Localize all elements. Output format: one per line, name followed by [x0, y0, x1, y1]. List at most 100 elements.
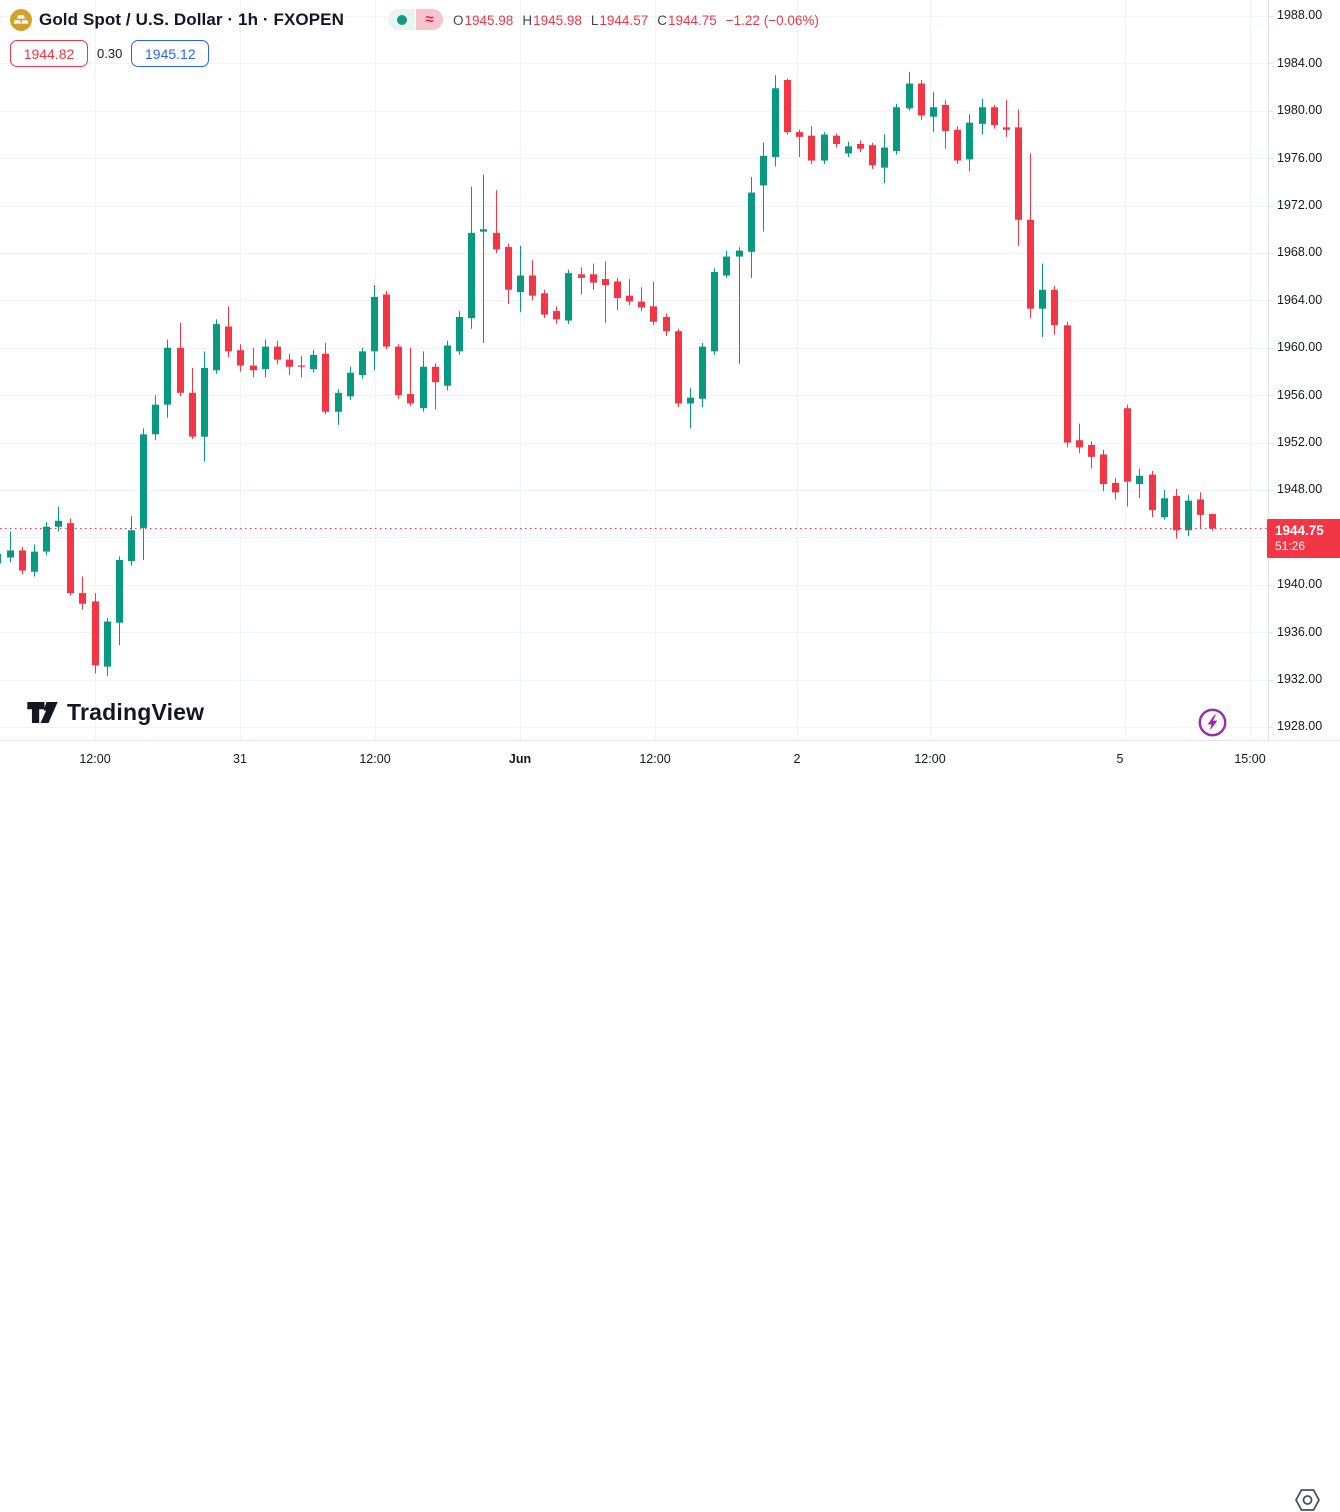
time-axis-label: 5 [1116, 752, 1124, 766]
candle [723, 250, 730, 278]
price-axis-tick [1269, 206, 1273, 207]
candle [505, 243, 512, 304]
close-label: C [657, 13, 667, 28]
spread-label: 0.30 [97, 46, 123, 61]
price-axis-label: 1980.00 [1277, 103, 1323, 118]
price-axis-label: 1960.00 [1277, 340, 1323, 355]
candle [262, 339, 269, 378]
candle [335, 389, 342, 425]
candle [286, 353, 293, 376]
candle [0, 553, 1, 564]
candle [493, 190, 500, 253]
time-axis-label: 12:00 [914, 752, 946, 766]
open-value: 1945.98 [464, 13, 514, 28]
market-open-status-pill[interactable] [388, 9, 415, 30]
candle [736, 247, 743, 365]
symbol-title[interactable]: Gold Spot / U.S. Dollar · 1h · FXOPEN [39, 10, 344, 29]
candle [19, 546, 26, 575]
candle [565, 269, 572, 325]
candle [1112, 478, 1119, 500]
candle [881, 134, 888, 184]
candle [663, 313, 670, 336]
approx-icon: ≈ [425, 11, 434, 28]
candle [456, 311, 463, 355]
candle [104, 617, 111, 677]
candle [55, 506, 62, 532]
candle [395, 344, 402, 399]
tradingview-watermark[interactable]: TradingView [26, 699, 204, 726]
candle [541, 289, 548, 319]
candlestick-chart[interactable] [0, 0, 1268, 740]
sell-bid-button[interactable]: 1944.82 [10, 40, 88, 67]
candle [991, 104, 998, 129]
price-axis-label: 1972.00 [1277, 198, 1323, 213]
candle [1064, 321, 1071, 448]
tradingview-logo-icon [27, 701, 58, 724]
high-value: 1945.98 [533, 13, 582, 28]
candle [857, 140, 864, 153]
time-axis[interactable]: 12:00 31 12:00 Jun 12:00 2 12:00 5 15:00 [0, 740, 1340, 1511]
candle [1039, 263, 1046, 338]
price-axis[interactable]: 1944.75 51:26 1988.00 1984.00 1980.00 1976.… [1267, 0, 1340, 740]
candle [298, 356, 305, 378]
time-axis-label: 31 [233, 752, 247, 766]
change-value: −1.22 (−0.06%) [725, 13, 819, 28]
candle [92, 593, 99, 674]
chart-pane[interactable] [0, 0, 1268, 740]
candle [152, 395, 159, 441]
symbol-header: Gold Spot / U.S. Dollar · 1h · FXOPEN [10, 8, 344, 32]
market-status-pills[interactable]: ≈ [388, 9, 443, 30]
current-price-label: 1944.75 51:26 [1267, 519, 1340, 558]
candle [67, 518, 74, 596]
price-axis-label: 1988.00 [1277, 8, 1323, 23]
price-axis-tick [1269, 253, 1273, 254]
candle [954, 126, 961, 165]
candle [79, 576, 86, 610]
low-label: L [590, 13, 599, 28]
candle [177, 322, 184, 397]
candle [1003, 100, 1010, 137]
gold-symbol-icon [10, 9, 32, 31]
candle [140, 428, 147, 560]
candle [772, 75, 779, 167]
price-axis-tick [1269, 348, 1273, 349]
lightning-quick-trade-icon[interactable] [1198, 708, 1227, 737]
candle [918, 79, 925, 121]
candle [869, 142, 876, 169]
candle [1173, 488, 1180, 539]
quote-row: 1944.82 0.30 1945.12 [10, 40, 210, 67]
tradingview-watermark-text: TradingView [67, 699, 205, 725]
candle [1027, 153, 1034, 319]
candle [590, 263, 597, 290]
candle [1185, 494, 1192, 537]
time-axis-label: 15:00 [1234, 752, 1266, 766]
price-axis-tick [1269, 727, 1273, 728]
candle [225, 306, 232, 358]
candle [31, 544, 38, 577]
price-axis-tick [1269, 443, 1273, 444]
candle [1088, 441, 1095, 469]
price-axis-label: 1964.00 [1277, 292, 1323, 307]
price-axis-tick [1269, 16, 1273, 17]
open-label: O [453, 13, 464, 28]
time-axis-label: 12:00 [639, 752, 671, 766]
time-axis-label: 2 [793, 752, 801, 766]
candle [310, 350, 317, 373]
candle [383, 290, 390, 349]
candle [1197, 492, 1204, 530]
buy-ask-button[interactable]: 1945.12 [131, 40, 210, 67]
candle [164, 339, 171, 418]
price-axis-label: 1948.00 [1277, 482, 1323, 497]
candle [1076, 423, 1083, 454]
price-axis-tick [1269, 490, 1273, 491]
delayed-data-pill[interactable]: ≈ [416, 9, 443, 30]
price-axis-tick [1269, 680, 1273, 681]
axis-settings-icon[interactable] [1295, 1488, 1320, 1512]
candle [650, 281, 657, 326]
candle [760, 142, 767, 232]
candle [1209, 513, 1216, 531]
candle [578, 267, 585, 295]
current-price-value: 1944.75 [1275, 523, 1324, 538]
price-axis-label: 1956.00 [1277, 387, 1323, 402]
candle [237, 344, 244, 372]
